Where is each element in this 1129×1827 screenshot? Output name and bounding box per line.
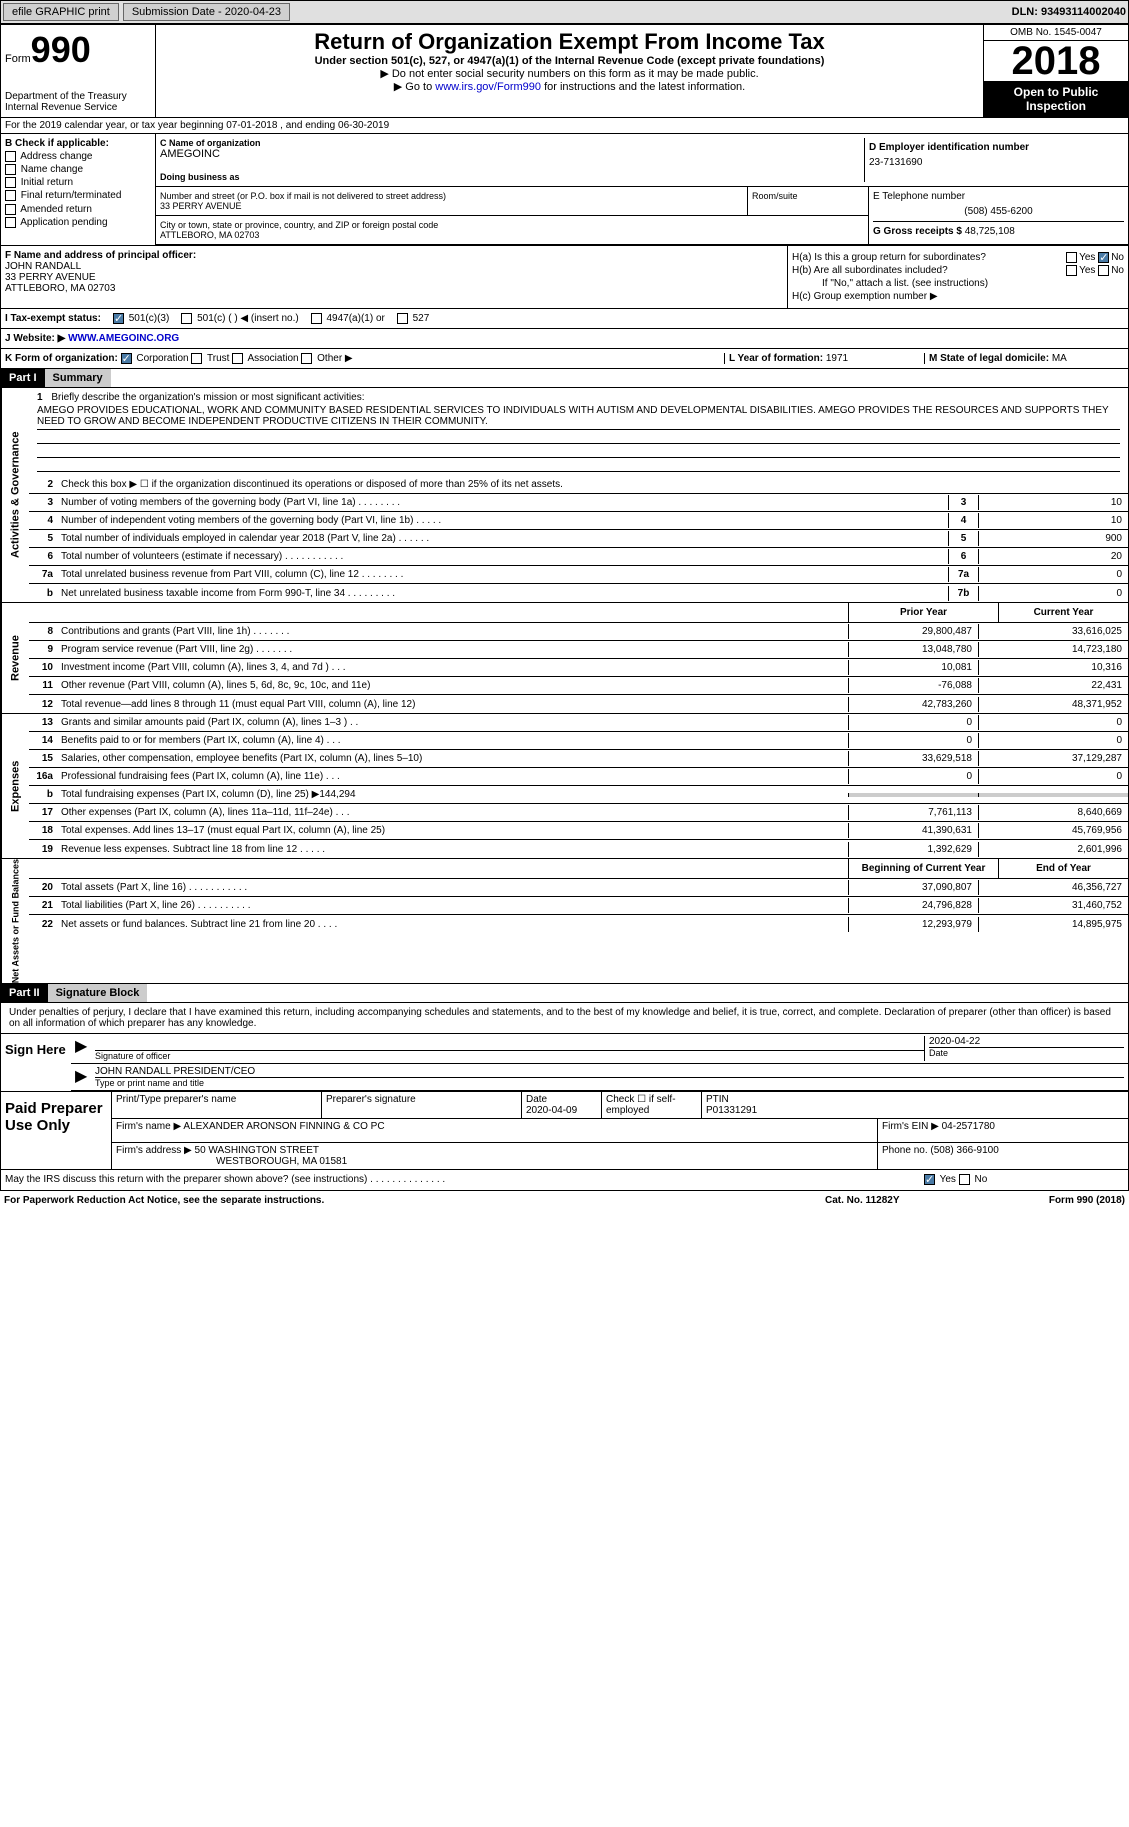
header-left: Form990 Department of the Treasury Inter… (1, 25, 156, 117)
header-right: OMB No. 1545-0047 2018 Open to Public In… (983, 25, 1128, 117)
col-cde: C Name of organization AMEGOINC Doing bu… (156, 134, 1128, 245)
efile-button[interactable]: efile GRAPHIC print (3, 3, 119, 21)
boxb-opt: Amended return (5, 204, 151, 215)
summary: Activities & Governance 1 Briefly descri… (0, 388, 1129, 984)
section-bc: B Check if applicable: Address change Na… (0, 134, 1129, 246)
irs-discuss: May the IRS discuss this return with the… (0, 1170, 1129, 1190)
col-b: B Check if applicable: Address change Na… (1, 134, 156, 245)
corp-check[interactable] (121, 353, 132, 364)
dln: DLN: 93493114002040 (1012, 6, 1126, 18)
page-footer: For Paperwork Reduction Act Notice, see … (0, 1191, 1129, 1210)
501c3-check[interactable] (113, 313, 124, 324)
hb-yes[interactable] (1066, 265, 1077, 276)
discuss-yes[interactable] (924, 1174, 935, 1185)
boxb-opt: Final return/terminated (5, 190, 151, 201)
boxb-opt: Application pending (5, 217, 151, 228)
row-i: I Tax-exempt status: 501(c)(3) 501(c) ( … (0, 309, 1129, 329)
row-klm: K Form of organization: Corporation Trus… (0, 349, 1129, 369)
ha-yes[interactable] (1066, 252, 1077, 263)
section-fgh: F Name and address of principal officer:… (0, 246, 1129, 309)
row-j: J Website: ▶ WWW.AMEGOINC.ORG (0, 329, 1129, 349)
signature-block: Under penalties of perjury, I declare th… (0, 1003, 1129, 1170)
irs-link[interactable]: www.irs.gov/Form990 (435, 81, 541, 93)
part2-header: Part IISignature Block (0, 984, 1129, 1003)
form-header: Form990 Department of the Treasury Inter… (0, 24, 1129, 118)
part1-header: Part ISummary (0, 369, 1129, 388)
submission-button[interactable]: Submission Date - 2020-04-23 (123, 3, 290, 21)
top-bar: efile GRAPHIC print Submission Date - 20… (0, 0, 1129, 24)
discuss-no[interactable] (959, 1174, 970, 1185)
website-link[interactable]: WWW.AMEGOINC.ORG (68, 333, 179, 344)
boxb-opt: Address change (5, 151, 151, 162)
form-title: Return of Organization Exempt From Incom… (160, 29, 979, 55)
header-center: Return of Organization Exempt From Incom… (156, 25, 983, 117)
row-a: For the 2019 calendar year, or tax year … (0, 118, 1129, 134)
ha-no[interactable] (1098, 252, 1109, 263)
boxb-opt: Initial return (5, 177, 151, 188)
hb-no[interactable] (1098, 265, 1109, 276)
boxb-opt: Name change (5, 164, 151, 175)
